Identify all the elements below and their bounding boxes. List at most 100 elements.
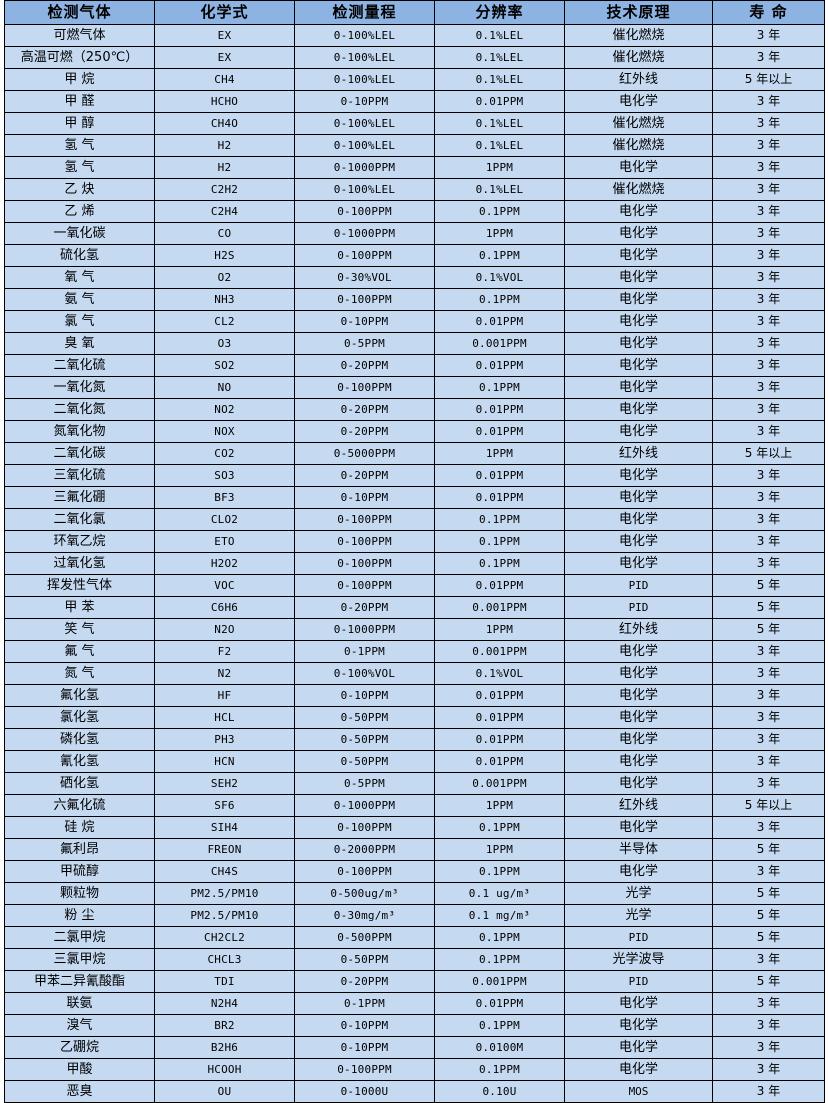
- cell-formula: O3: [154, 332, 295, 355]
- cell-gas: 甲酸: [4, 1058, 155, 1081]
- cell-formula: PM2.5/PM10: [154, 882, 295, 905]
- cell-principle: 电化学: [564, 1036, 713, 1059]
- cell-range: 0-1PPM: [294, 992, 435, 1015]
- cell-life: 3 年: [712, 376, 825, 399]
- cell-range: 0-1000PPM: [294, 794, 435, 817]
- cell-resolution: 0.1%VOL: [434, 662, 565, 685]
- cell-formula: HCN: [154, 750, 295, 773]
- cell-resolution: 0.01PPM: [434, 310, 565, 333]
- cell-formula: PM2.5/PM10: [154, 904, 295, 927]
- cell-resolution: 0.001PPM: [434, 332, 565, 355]
- table-row: 甲 醇 CH4O 0-100%LEL 0.1%LEL 催化燃烧 3 年: [4, 112, 825, 135]
- cell-resolution: 1PPM: [434, 794, 565, 817]
- cell-gas: 氮氧化物: [4, 420, 155, 443]
- cell-resolution: 0.1PPM: [434, 530, 565, 553]
- cell-range: 0-100PPM: [294, 508, 435, 531]
- table-row: 三氧化硫 SO3 0-20PPM 0.01PPM 电化学 3 年: [4, 464, 825, 487]
- cell-gas: 二氧化氮: [4, 398, 155, 421]
- table-row: 氰化氢 HCN 0-50PPM 0.01PPM 电化学 3 年: [4, 750, 825, 773]
- cell-life: 3 年: [712, 1080, 825, 1103]
- table-row: 氮 气 N2 0-100%VOL 0.1%VOL 电化学 3 年: [4, 662, 825, 685]
- cell-range: 0-500ug/m³: [294, 882, 435, 905]
- cell-gas: 高温可燃（250℃）: [4, 46, 155, 69]
- cell-resolution: 0.1%LEL: [434, 68, 565, 91]
- table-row: 一氧化氮 NO 0-100PPM 0.1PPM 电化学 3 年: [4, 376, 825, 399]
- cell-principle: 光学: [564, 904, 713, 927]
- cell-life: 3 年: [712, 662, 825, 685]
- cell-principle: 催化燃烧: [564, 46, 713, 69]
- cell-principle: 电化学: [564, 1058, 713, 1081]
- cell-resolution: 0.01PPM: [434, 420, 565, 443]
- cell-principle: 电化学: [564, 750, 713, 773]
- cell-formula: CH2CL2: [154, 926, 295, 949]
- cell-life: 5 年: [712, 882, 825, 905]
- cell-resolution: 0.001PPM: [434, 772, 565, 795]
- cell-gas: 硅 烷: [4, 816, 155, 839]
- cell-formula: O2: [154, 266, 295, 289]
- cell-range: 0-10PPM: [294, 1014, 435, 1037]
- table-row: 甲硫醇 CH4S 0-100PPM 0.1PPM 电化学 3 年: [4, 860, 825, 883]
- cell-range: 0-100PPM: [294, 244, 435, 267]
- cell-range: 0-100PPM: [294, 860, 435, 883]
- cell-principle: 电化学: [564, 992, 713, 1015]
- cell-gas: 六氟化硫: [4, 794, 155, 817]
- cell-life: 3 年: [712, 112, 825, 135]
- cell-formula: CO: [154, 222, 295, 245]
- cell-life: 3 年: [712, 46, 825, 69]
- table-row: 可燃气体 EX 0-100%LEL 0.1%LEL 催化燃烧 3 年: [4, 24, 825, 47]
- cell-resolution: 0.001PPM: [434, 970, 565, 993]
- cell-life: 5 年: [712, 574, 825, 597]
- cell-range: 0-100PPM: [294, 200, 435, 223]
- cell-principle: 电化学: [564, 464, 713, 487]
- cell-life: 3 年: [712, 728, 825, 751]
- cell-gas: 硒化氢: [4, 772, 155, 795]
- cell-life: 3 年: [712, 1058, 825, 1081]
- table-row: 氟 气 F2 0-1PPM 0.001PPM 电化学 3 年: [4, 640, 825, 663]
- cell-gas: 乙 炔: [4, 178, 155, 201]
- table-row: 粉 尘 PM2.5/PM10 0-30mg/m³ 0.1 mg/m³ 光学 5 年: [4, 904, 825, 927]
- cell-principle: 催化燃烧: [564, 112, 713, 135]
- cell-range: 0-50PPM: [294, 706, 435, 729]
- cell-gas: 一氧化氮: [4, 376, 155, 399]
- cell-life: 3 年: [712, 288, 825, 311]
- table-row: 笑 气 N2O 0-1000PPM 1PPM 红外线 5 年: [4, 618, 825, 641]
- cell-range: 0-100%LEL: [294, 68, 435, 91]
- cell-life: 3 年: [712, 354, 825, 377]
- cell-resolution: 0.1PPM: [434, 860, 565, 883]
- cell-resolution: 0.1PPM: [434, 1058, 565, 1081]
- cell-formula: SEH2: [154, 772, 295, 795]
- cell-range: 0-10PPM: [294, 684, 435, 707]
- cell-range: 0-100%LEL: [294, 178, 435, 201]
- cell-resolution: 0.1%LEL: [434, 134, 565, 157]
- cell-gas: 溴气: [4, 1014, 155, 1037]
- table-row: 甲酸 HCOOH 0-100PPM 0.1PPM 电化学 3 年: [4, 1058, 825, 1081]
- cell-gas: 二氯甲烷: [4, 926, 155, 949]
- cell-formula: BF3: [154, 486, 295, 509]
- cell-life: 3 年: [712, 552, 825, 575]
- cell-range: 0-20PPM: [294, 970, 435, 993]
- cell-principle: 电化学: [564, 310, 713, 333]
- cell-life: 3 年: [712, 530, 825, 553]
- table-row: 挥发性气体 VOC 0-100PPM 0.01PPM PID 5 年: [4, 574, 825, 597]
- cell-gas: 氰化氢: [4, 750, 155, 773]
- cell-principle: 催化燃烧: [564, 24, 713, 47]
- cell-resolution: 0.01PPM: [434, 574, 565, 597]
- cell-range: 0-10PPM: [294, 1036, 435, 1059]
- cell-resolution: 0.1PPM: [434, 376, 565, 399]
- cell-principle: 电化学: [564, 860, 713, 883]
- table-row: 六氟化硫 SF6 0-1000PPM 1PPM 红外线 5 年以上: [4, 794, 825, 817]
- table-row: 乙 烯 C2H4 0-100PPM 0.1PPM 电化学 3 年: [4, 200, 825, 223]
- cell-principle: 电化学: [564, 552, 713, 575]
- cell-range: 0-100PPM: [294, 530, 435, 553]
- cell-resolution: 1PPM: [434, 618, 565, 641]
- cell-range: 0-1000PPM: [294, 222, 435, 245]
- cell-resolution: 0.01PPM: [434, 398, 565, 421]
- cell-resolution: 0.10U: [434, 1080, 565, 1103]
- cell-life: 5 年以上: [712, 442, 825, 465]
- cell-life: 3 年: [712, 486, 825, 509]
- cell-principle: 电化学: [564, 640, 713, 663]
- cell-range: 0-5PPM: [294, 772, 435, 795]
- cell-resolution: 1PPM: [434, 442, 565, 465]
- cell-resolution: 0.001PPM: [434, 640, 565, 663]
- cell-formula: SIH4: [154, 816, 295, 839]
